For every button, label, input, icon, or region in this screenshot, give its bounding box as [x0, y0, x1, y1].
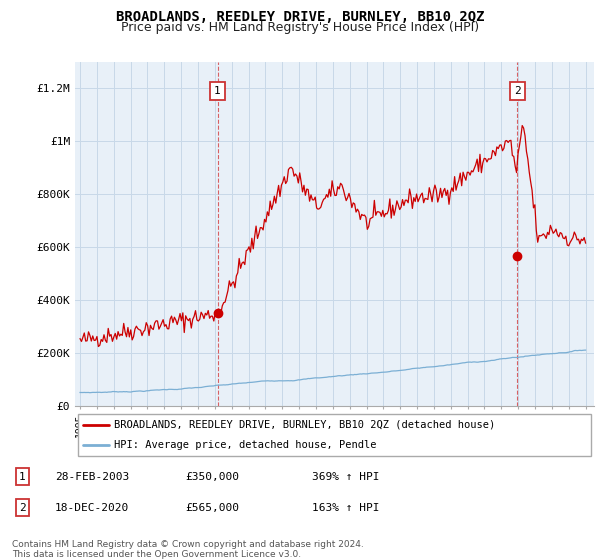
FancyBboxPatch shape	[77, 414, 592, 455]
Text: 1: 1	[214, 86, 221, 96]
Text: 18-DEC-2020: 18-DEC-2020	[55, 503, 130, 513]
Text: 2: 2	[19, 503, 26, 513]
Text: 2: 2	[514, 86, 521, 96]
Text: £350,000: £350,000	[185, 472, 239, 482]
Text: BROADLANDS, REEDLEY DRIVE, BURNLEY, BB10 2QZ (detached house): BROADLANDS, REEDLEY DRIVE, BURNLEY, BB10…	[114, 419, 495, 430]
Text: Contains HM Land Registry data © Crown copyright and database right 2024.
This d: Contains HM Land Registry data © Crown c…	[12, 540, 364, 559]
Text: £565,000: £565,000	[185, 503, 239, 513]
Text: Price paid vs. HM Land Registry's House Price Index (HPI): Price paid vs. HM Land Registry's House …	[121, 21, 479, 34]
Text: 369% ↑ HPI: 369% ↑ HPI	[311, 472, 379, 482]
Text: 1: 1	[19, 472, 26, 482]
Text: HPI: Average price, detached house, Pendle: HPI: Average price, detached house, Pend…	[114, 440, 376, 450]
Text: 28-FEB-2003: 28-FEB-2003	[55, 472, 130, 482]
Text: 163% ↑ HPI: 163% ↑ HPI	[311, 503, 379, 513]
Text: BROADLANDS, REEDLEY DRIVE, BURNLEY, BB10 2QZ: BROADLANDS, REEDLEY DRIVE, BURNLEY, BB10…	[116, 10, 484, 24]
